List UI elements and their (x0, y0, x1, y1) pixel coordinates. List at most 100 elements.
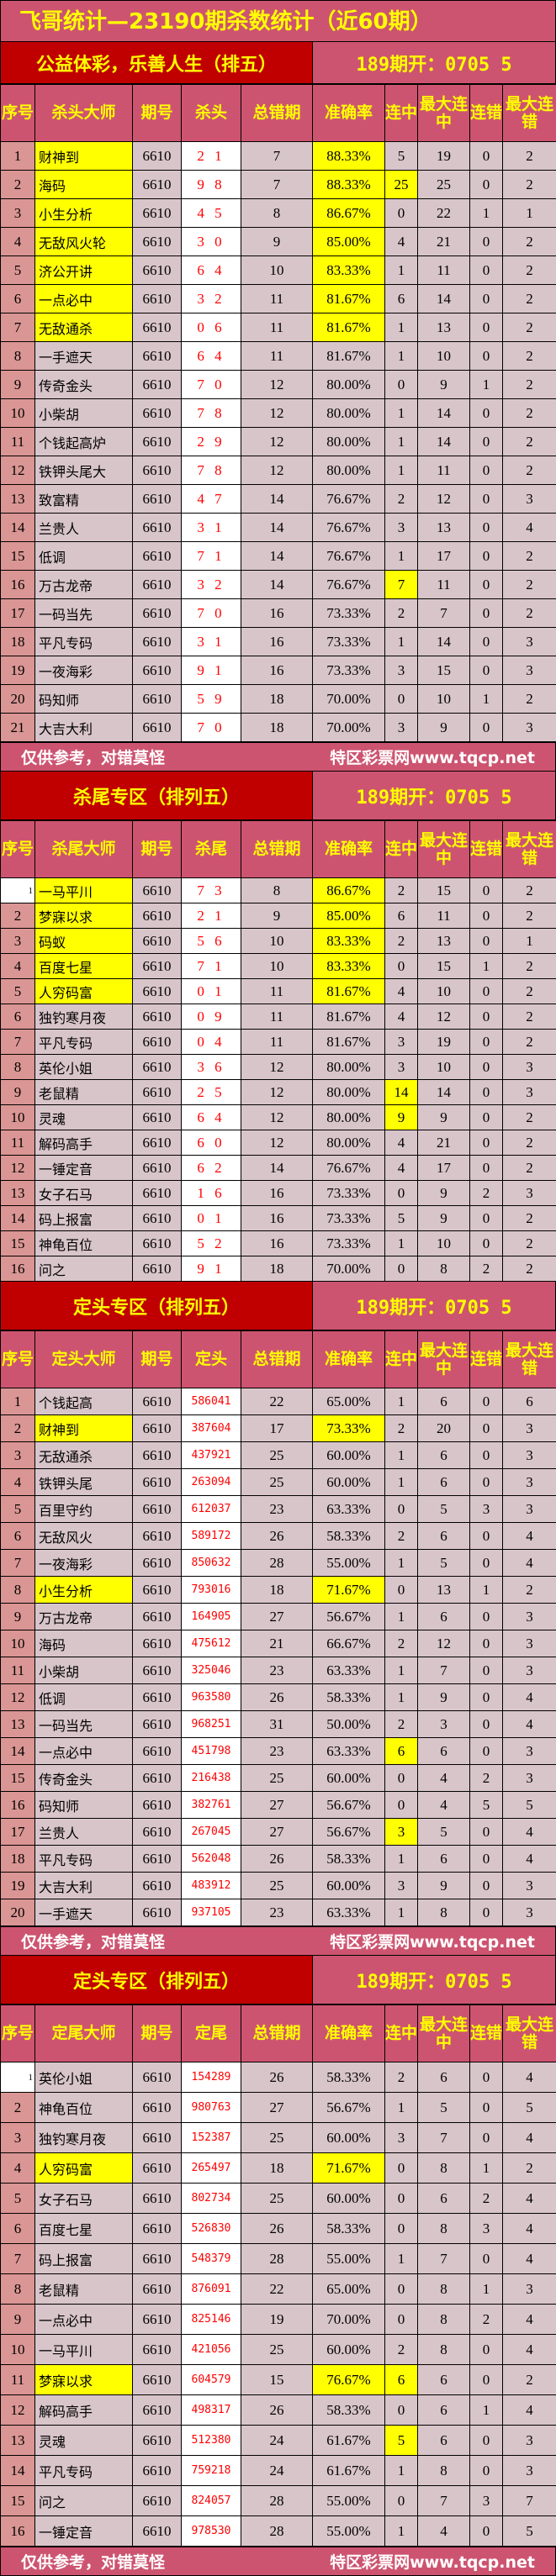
cell-seq: 17 (1, 599, 35, 628)
cell-max-streak-miss: 3 (503, 1657, 556, 1684)
cell-max-streak-miss: 2 (503, 1577, 556, 1604)
section-header: 定头专区（排列五）189期开：0705 5 (0, 1956, 556, 2004)
cell-total-miss: 24 (241, 2426, 313, 2456)
cell-name: 解码高手 (35, 2395, 133, 2426)
cell-seq: 9 (1, 1604, 35, 1630)
cell-total-miss: 11 (241, 1030, 313, 1055)
cell-seq: 10 (1, 2335, 35, 2365)
cell-streak-hit: 3 (385, 1819, 418, 1846)
cell-max-streak-miss: 3 (503, 1080, 556, 1105)
cell-streak-hit: 4 (385, 228, 418, 256)
cell-max-streak-miss: 2 (503, 342, 556, 371)
cell-max-streak-miss: 4 (503, 2335, 556, 2365)
cell-name: 英伦小姐 (35, 1055, 133, 1080)
cell-total-miss: 25 (241, 2123, 313, 2153)
cell-name: 兰贵人 (35, 1819, 133, 1846)
cell-streak-miss: 0 (470, 2426, 503, 2456)
cell-max-streak-hit: 8 (418, 2274, 470, 2305)
cell-streak-miss: 0 (470, 1004, 503, 1030)
cell-period: 6610 (133, 1873, 182, 1899)
column-header-name: 定尾大师 (35, 2005, 133, 2062)
cell-max-streak-hit: 6 (418, 1469, 470, 1496)
cell-max-streak-hit: 14 (418, 628, 470, 656)
cell-accuracy: 88.33% (313, 142, 385, 171)
cell-total-miss: 27 (241, 1792, 313, 1819)
cell-max-streak-hit: 7 (418, 2123, 470, 2153)
column-header-max-streak-hit: 最大连中 (418, 1331, 470, 1388)
cell-period: 6610 (133, 2486, 182, 2516)
cell-period: 6610 (133, 199, 182, 228)
cell-total-miss: 22 (241, 2274, 313, 2305)
cell-max-streak-miss: 2 (503, 2365, 556, 2395)
cell-streak-miss: 0 (470, 1630, 503, 1657)
cell-seq: 12 (1, 2395, 35, 2426)
cell-max-streak-miss: 3 (503, 2456, 556, 2486)
cell-period: 6610 (133, 1630, 182, 1657)
header-row: 序号杀头大师期号杀头总错期准确率连中最大连中连错最大连错 (1, 85, 556, 142)
cell-pick: 968251 (182, 1711, 241, 1738)
section-header: 杀尾专区（排列五）189期开：0705 5 (0, 772, 556, 820)
cell-pick: 164905 (182, 1604, 241, 1630)
cell-max-streak-miss: 2 (503, 171, 556, 199)
cell-max-streak-miss: 3 (503, 1496, 556, 1523)
column-header-accuracy: 准确率 (313, 1331, 385, 1388)
cell-accuracy: 56.67% (313, 1792, 385, 1819)
cell-max-streak-miss: 2 (503, 285, 556, 313)
cell-name: 一码当先 (35, 599, 133, 628)
cell-max-streak-miss: 2 (503, 685, 556, 714)
cell-period: 6610 (133, 1469, 182, 1496)
cell-accuracy: 55.00% (313, 2516, 385, 2547)
cell-max-streak-miss: 4 (503, 2184, 556, 2214)
site-link[interactable]: 特区彩票网www.tqcp.net (330, 2550, 535, 2573)
cell-streak-miss: 0 (470, 1899, 503, 1926)
cell-streak-miss: 1 (470, 2274, 503, 2305)
cell-seq: 4 (1, 1469, 35, 1496)
cell-pick: 3 0 (182, 228, 241, 256)
cell-max-streak-hit: 6 (418, 1738, 470, 1765)
header-row: 序号定头大师期号定头总错期准确率连中最大连中连错最大连错 (1, 1331, 556, 1388)
site-link[interactable]: 特区彩票网www.tqcp.net (330, 745, 535, 768)
cell-streak-hit: 6 (385, 285, 418, 313)
cell-streak-miss: 0 (470, 1442, 503, 1469)
cell-name: 梦寐以求 (35, 2365, 133, 2395)
site-link[interactable]: 特区彩票网www.tqcp.net (330, 1930, 535, 1952)
cell-streak-miss: 0 (470, 628, 503, 656)
cell-seq: 3 (1, 2123, 35, 2153)
cell-name: 问之 (35, 1256, 133, 1282)
cell-accuracy: 81.67% (313, 979, 385, 1004)
cell-streak-hit: 0 (385, 954, 418, 979)
cell-period: 6610 (133, 979, 182, 1004)
cell-name: 一夜海彩 (35, 656, 133, 685)
header-row: 序号杀尾大师期号杀尾总错期准确率连中最大连中连错最大连错 (1, 821, 556, 878)
cell-period: 6610 (133, 2123, 182, 2153)
cell-streak-miss: 1 (470, 1577, 503, 1604)
cell-pick: 7 1 (182, 954, 241, 979)
cell-streak-miss: 0 (470, 485, 503, 514)
cell-accuracy: 58.33% (313, 1523, 385, 1550)
cell-period: 6610 (133, 1206, 182, 1231)
cell-name: 灵魂 (35, 2426, 133, 2456)
cell-period: 6610 (133, 1657, 182, 1684)
cell-streak-hit: 2 (385, 1630, 418, 1657)
cell-streak-miss: 0 (470, 313, 503, 342)
cell-max-streak-miss: 3 (503, 1765, 556, 1792)
cell-pick: 7 0 (182, 371, 241, 399)
cell-total-miss: 15 (241, 2365, 313, 2395)
cell-total-miss: 26 (241, 2214, 313, 2244)
cell-name: 神龟百位 (35, 1231, 133, 1256)
cell-max-streak-hit: 6 (418, 2395, 470, 2426)
cell-seq: 16 (1, 571, 35, 599)
cell-period: 6610 (133, 1004, 182, 1030)
cell-total-miss: 12 (241, 1080, 313, 1105)
cell-streak-miss: 3 (470, 2486, 503, 2516)
cell-total-miss: 16 (241, 1231, 313, 1256)
